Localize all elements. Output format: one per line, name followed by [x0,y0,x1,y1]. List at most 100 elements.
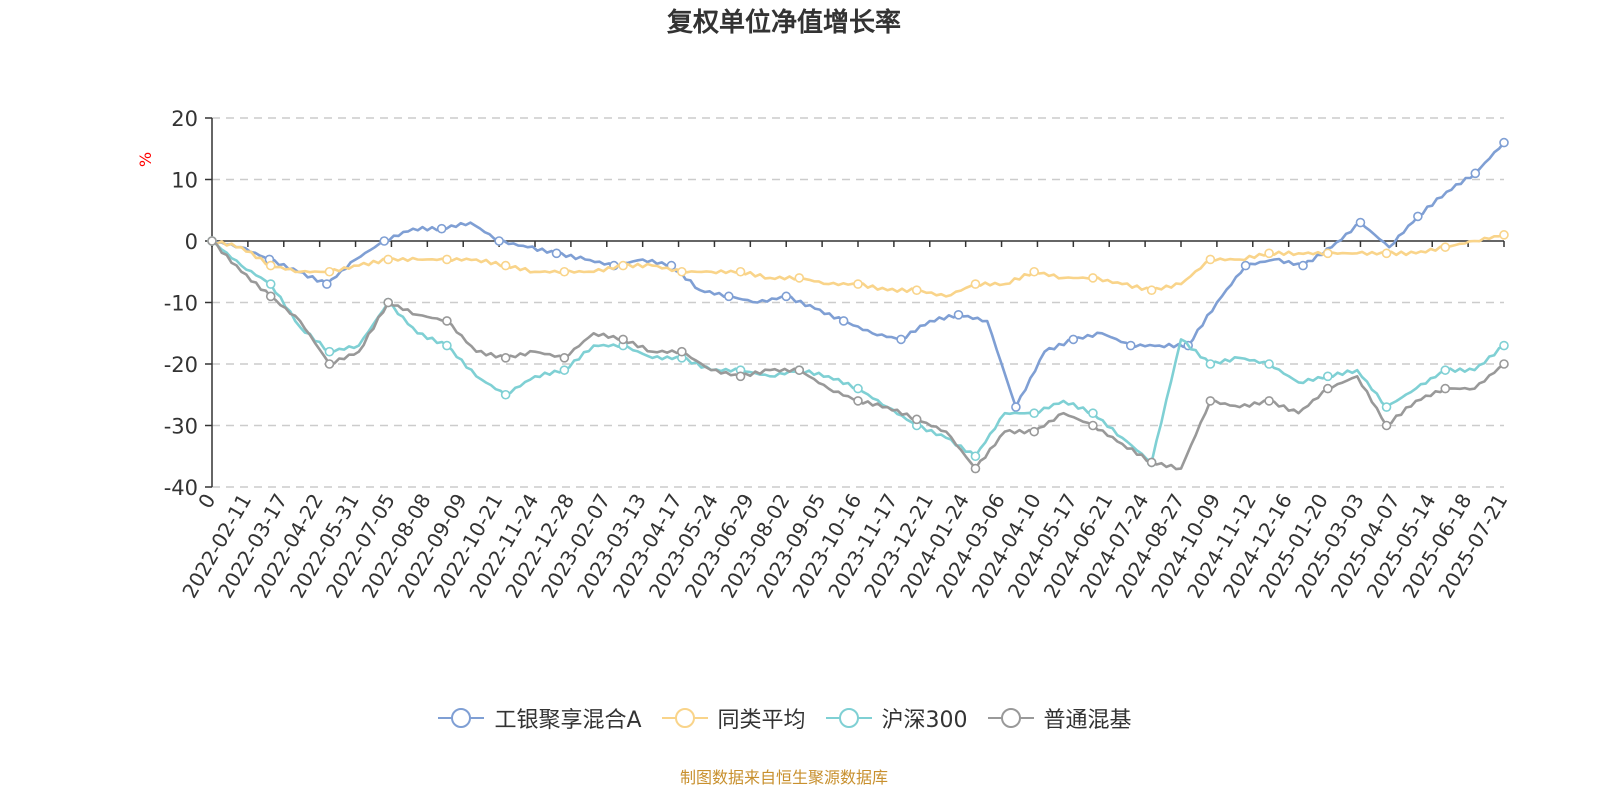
legend-label: 工银聚享混合A [494,708,642,733]
legend-marker-icon [438,708,485,728]
y-tick-label: -20 [164,353,198,377]
y-tick-label: -40 [164,476,198,500]
data-point [265,279,276,289]
legend-marker-icon [987,708,1034,728]
grid-layer [212,117,1504,488]
data-point [1499,359,1509,369]
data-point [1323,371,1333,382]
data-point [618,260,628,271]
data-point [442,316,452,326]
data-point [911,414,922,425]
y-tick-label: 10 [171,169,198,193]
data-point [1088,273,1098,283]
y-tick-label: 20 [171,107,198,131]
data-point [265,260,276,271]
data-point [1264,396,1274,406]
data-point [324,346,335,357]
data-point [1499,340,1509,351]
data-point [1264,248,1274,259]
legend-label: 同类平均 [717,708,806,733]
data-point [853,383,863,394]
data-point [324,359,335,369]
y-tick-label: -10 [164,292,198,316]
data-point [970,279,981,289]
source-note: 制图数据来自恒生聚源数据库 [679,768,888,787]
legend: 工银聚享混合A 同类平均 沪深300 普通混基 [0,702,1568,734]
data-point [618,334,628,345]
data-point [1381,420,1392,431]
data-point [1440,383,1451,394]
data-point [383,297,393,308]
y-tick-label: 0 [185,230,198,254]
data-point [1323,383,1333,394]
y-tick-label: -30 [164,415,198,439]
data-point [1440,242,1451,252]
data-point [324,266,335,277]
data-point [735,266,746,277]
data-point [207,236,217,246]
data-point [1413,211,1423,222]
series-line-3 [211,239,1505,471]
chart-title: 复权单位净值增长率 [666,8,901,38]
data-point [500,389,511,400]
data-point [559,266,570,277]
data-point [1146,457,1157,468]
series-layer [207,137,1509,474]
axis-layer: 20100-10-20-30-4002022-02-112022-03-1720… [164,107,1513,602]
data-point [794,273,805,283]
data-point [1205,254,1216,265]
data-point [794,365,805,375]
data-point [781,291,792,302]
data-point [494,236,504,246]
legend-item-csi300[interactable]: 沪深300 [824,702,968,734]
data-point [442,340,452,351]
data-point [970,451,981,462]
data-point [500,260,511,271]
legend-item-mixed-fund[interactable]: 普通混基 [986,702,1132,734]
data-point [551,248,562,259]
data-point [1381,402,1392,412]
data-point [1088,408,1098,419]
data-point [1205,396,1216,406]
data-point [1146,285,1157,296]
data-point [1240,260,1251,271]
data-point [853,279,863,289]
data-point [1029,408,1039,419]
data-point [677,266,687,277]
data-point [322,279,332,289]
data-point [1470,168,1481,179]
legend-marker-icon [825,708,872,728]
data-point [1499,230,1509,240]
data-point [1125,340,1136,351]
data-point [436,223,447,234]
data-point [1029,266,1039,277]
data-point [1355,217,1366,228]
data-point [896,334,906,345]
data-point [559,365,570,375]
data-point [1088,420,1098,431]
data-point [1298,260,1308,271]
x-tick-label: 0 [193,490,220,513]
data-point [1029,426,1039,437]
data-point [911,285,922,296]
data-point [500,353,511,363]
data-point [379,236,390,246]
data-point [442,254,452,265]
data-point [383,254,393,265]
chart-plot: 20100-10-20-30-4002022-02-112022-03-1720… [164,107,1513,602]
series-line-0 [211,141,1506,409]
legend-item-fund[interactable]: 工银聚享混合A [436,702,642,734]
data-point [1440,365,1451,375]
data-point [265,291,276,302]
data-point [723,291,734,302]
legend-item-peer-average[interactable]: 同类平均 [660,702,806,734]
data-point [1323,248,1333,259]
data-point [1381,248,1392,259]
legend-label: 普通混基 [1043,708,1132,733]
data-point [1205,359,1216,369]
data-point [970,463,981,474]
series-line-2 [211,239,1505,464]
data-point [1499,137,1509,148]
data-point [735,371,746,382]
data-point [677,346,687,357]
